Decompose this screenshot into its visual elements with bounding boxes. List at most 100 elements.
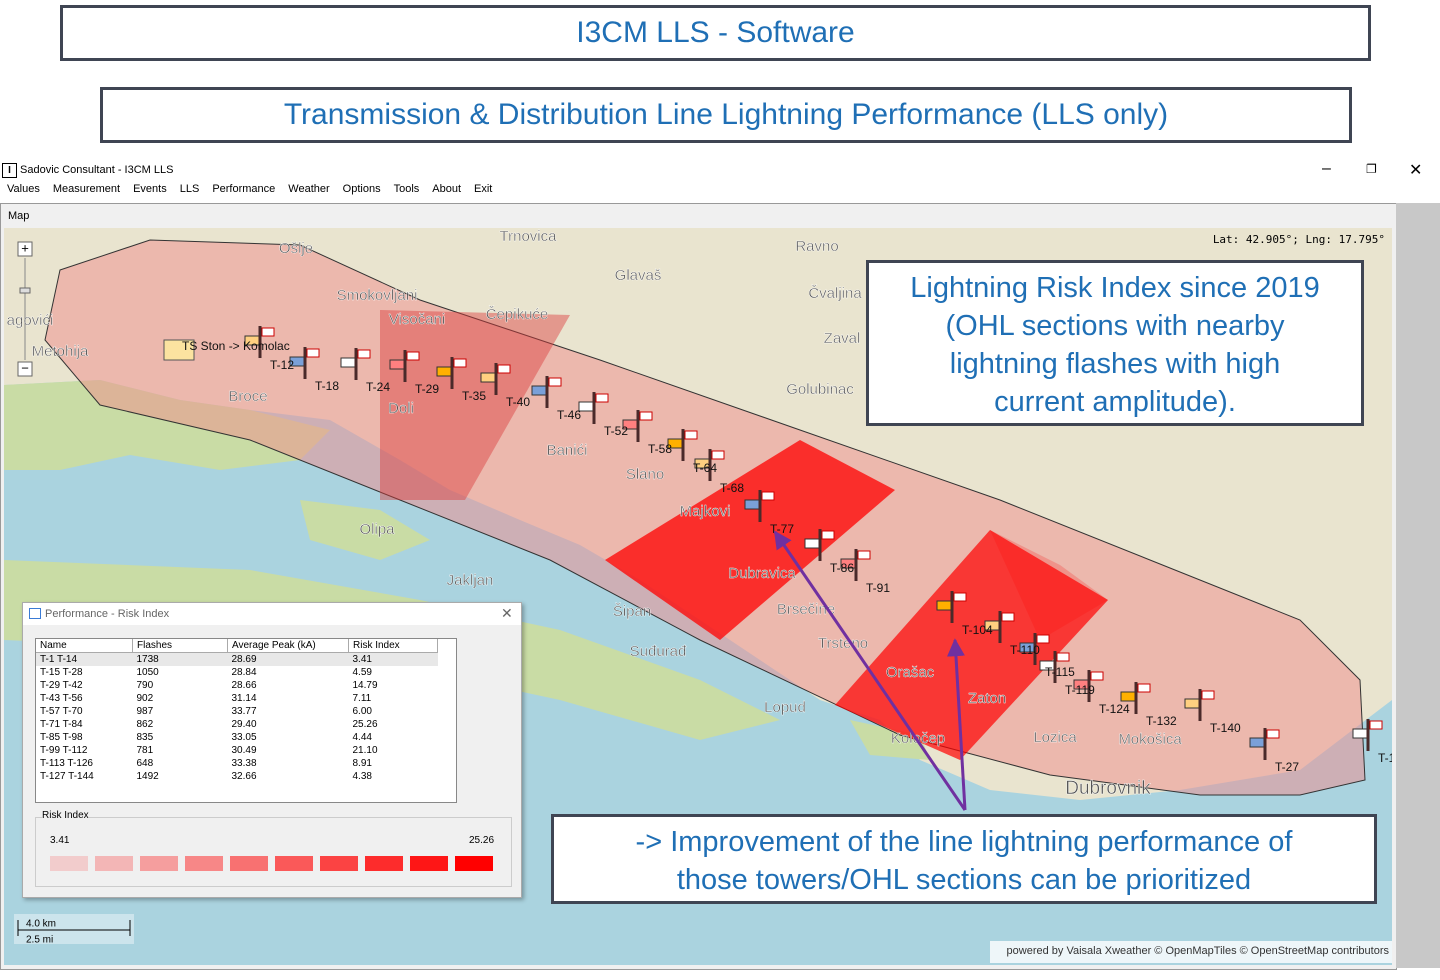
table-row[interactable]: T-57 T-70 987 33.77 6.00 xyxy=(36,705,438,718)
tower-flag xyxy=(595,393,609,403)
minimize-button[interactable]: – xyxy=(1322,160,1331,177)
menu-item[interactable]: Measurement xyxy=(52,183,121,195)
risk-table: Name Flashes Average Peak (kA) Risk Index T-… xyxy=(36,639,438,783)
menu-item[interactable]: Values xyxy=(7,183,40,195)
tower-flag xyxy=(340,357,356,368)
menu-item[interactable]: About xyxy=(432,183,462,195)
menu-item[interactable]: Options xyxy=(342,183,381,195)
tower-label: T-132 xyxy=(1146,714,1177,728)
tower-flag xyxy=(1249,737,1265,748)
legend-swatch xyxy=(185,856,223,871)
place-label: Doli xyxy=(388,400,414,417)
maximize-button[interactable]: ❐ xyxy=(1366,162,1377,176)
scale-bg xyxy=(14,914,134,944)
close-button[interactable]: ✕ xyxy=(1409,162,1423,179)
legend-swatch xyxy=(365,856,403,871)
menu-item[interactable]: LLS xyxy=(179,183,200,195)
tower-flag xyxy=(436,366,452,377)
table-cell: 33.38 xyxy=(231,758,257,769)
table-row[interactable]: T-29 T-42 790 28.66 14.79 xyxy=(36,679,438,692)
place-label: Zaton xyxy=(968,690,1006,707)
column-header: Name xyxy=(36,639,133,653)
table-cell: T-85 T-98 xyxy=(40,732,83,743)
table-row[interactable]: T-113 T-126 648 33.38 8.91 xyxy=(36,757,438,770)
panel-close[interactable]: ✕ xyxy=(501,605,513,621)
tower-label: T-68 xyxy=(720,481,744,495)
tower-label: T-115 xyxy=(1045,665,1075,679)
table-cell: 28.69 xyxy=(231,654,257,665)
header-row: Name Flashes Average Peak (kA) Risk Index xyxy=(36,639,438,653)
panel-title-bar: Performance - Risk Index ✕ xyxy=(23,603,521,625)
callout-line: (OHL sections with nearby xyxy=(945,310,1285,342)
callout-line: lightning flashes with high xyxy=(949,348,1281,380)
scale-bar xyxy=(17,920,131,936)
table-cell: 902 xyxy=(136,693,154,704)
place-label: Jakljan xyxy=(447,572,494,589)
tower-flag xyxy=(1036,634,1050,644)
table-cell: 30.49 xyxy=(231,745,257,756)
tower-flag xyxy=(497,364,511,374)
column-header: Risk Index xyxy=(348,639,438,653)
table-row[interactable]: T-43 T-56 902 31.14 7.11 xyxy=(36,692,438,705)
zoom-out[interactable] xyxy=(17,361,33,377)
panel-icon xyxy=(29,608,41,619)
attribution-bg xyxy=(990,941,1392,963)
legend-swatch xyxy=(275,856,313,871)
table-cell: T-99 T-112 xyxy=(40,745,88,756)
table-row[interactable]: T-15 T-28 1050 28.84 4.59 xyxy=(36,666,438,679)
tower-label: T-86 xyxy=(830,561,854,575)
table-cell: 28.66 xyxy=(231,680,257,691)
place-label: Koločep xyxy=(891,730,945,747)
place-label: Dubrovnik xyxy=(1065,778,1151,799)
side-strip xyxy=(1396,203,1440,968)
legend-swatch xyxy=(50,856,88,871)
table-box: Name Flashes Average Peak (kA) Risk Index T-… xyxy=(35,638,457,803)
table-cell: 4.38 xyxy=(352,771,372,782)
tower-label: T-52 xyxy=(604,424,628,438)
place-label: Majkovi xyxy=(680,503,731,520)
table-cell: 3.41 xyxy=(352,654,372,665)
zoom-out-icon: − xyxy=(21,360,29,375)
menu-item[interactable]: Events xyxy=(133,183,167,195)
table-cell: T-43 T-56 xyxy=(40,693,83,704)
place-label: Zaval xyxy=(824,330,861,347)
tower-label: T-12 xyxy=(270,358,294,372)
table-row[interactable]: T-99 T-112 781 30.49 21.10 xyxy=(36,744,438,757)
peninsula xyxy=(4,380,330,470)
place-label: Visočani xyxy=(389,311,445,328)
table-cell: 33.77 xyxy=(231,706,257,717)
table-row[interactable]: T-1 T-14 1738 28.69 3.41 xyxy=(36,652,438,666)
tower-flag xyxy=(821,530,835,540)
tower-label: T-29 xyxy=(415,382,439,396)
tower-flag xyxy=(1201,690,1215,700)
table-cell: T-127 T-144 xyxy=(40,771,94,782)
risk-callout: Lightning Risk Index since 2019 (OHL sect… xyxy=(866,260,1364,426)
risk-section xyxy=(605,440,895,640)
tower-flag xyxy=(711,450,725,460)
callout-line: Lightning Risk Index since 2019 xyxy=(910,272,1320,304)
tower-flag xyxy=(261,327,275,337)
tower-label: T-18 xyxy=(315,379,339,393)
tower-label: T-104 xyxy=(962,623,993,637)
table-cell: 21.10 xyxy=(352,745,378,756)
table-row[interactable]: T-71 T-84 862 29.40 25.26 xyxy=(36,718,438,731)
legend-swatches xyxy=(50,856,493,871)
table-cell: 32.66 xyxy=(231,771,257,782)
place-label: Slano xyxy=(626,466,664,483)
tower-flag xyxy=(1090,671,1104,681)
menu-item[interactable]: Tools xyxy=(393,183,420,195)
legend-title: Risk Index xyxy=(42,810,89,821)
legend-swatch xyxy=(140,856,178,871)
menu-item[interactable]: Exit xyxy=(474,183,493,195)
tower-flag xyxy=(1001,612,1015,622)
menu-item[interactable]: Weather xyxy=(288,183,330,195)
table-row[interactable]: T-85 T-98 835 33.05 4.44 xyxy=(36,731,438,744)
tower-flag xyxy=(480,372,496,383)
tower-flag xyxy=(578,401,594,412)
risk-panel: Performance - Risk Index ✕ Name Flashes Av… xyxy=(22,602,522,898)
tower-flag xyxy=(744,499,760,510)
table-row[interactable]: T-127 T-144 1492 32.66 4.38 xyxy=(36,770,438,783)
tower-label: T-46 xyxy=(557,408,581,422)
zoom-in[interactable] xyxy=(17,241,33,257)
menu-item[interactable]: Performance xyxy=(212,183,276,195)
